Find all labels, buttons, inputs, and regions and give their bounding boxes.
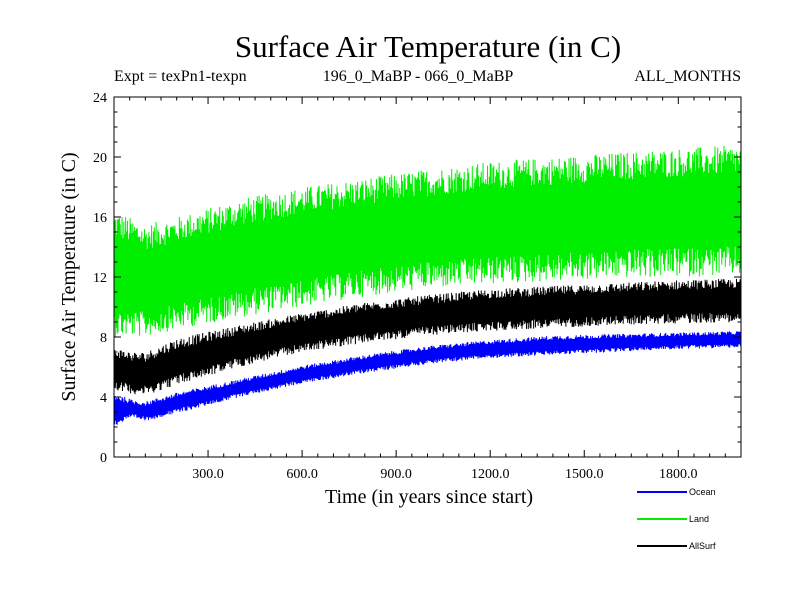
legend-label-land: Land bbox=[689, 514, 709, 524]
legend-label-allsurf: AllSurf bbox=[689, 541, 716, 551]
series-line-ocean bbox=[113, 331, 742, 425]
x-tick-label: 1800.0 bbox=[659, 467, 698, 482]
y-tick-label: 12 bbox=[93, 271, 107, 286]
x-axis-label: Time (in years since start) bbox=[325, 486, 533, 508]
series-allsurf bbox=[113, 278, 742, 395]
y-tick-label: 24 bbox=[93, 91, 107, 106]
y-tick-label: 20 bbox=[93, 151, 107, 166]
y-tick-label: 8 bbox=[100, 331, 107, 346]
legend-item-ocean: Ocean bbox=[637, 487, 716, 497]
x-tick-label: 900.0 bbox=[380, 467, 412, 482]
legend-item-allsurf: AllSurf bbox=[637, 541, 716, 551]
y-axis-label: Surface Air Temperature (in C) bbox=[58, 152, 80, 401]
y-tick-label: 16 bbox=[93, 211, 107, 226]
legend-item-land: Land bbox=[637, 514, 709, 524]
y-tick-label: 4 bbox=[100, 391, 107, 406]
legend: Ocean Land AllSurf bbox=[637, 487, 716, 551]
series-land bbox=[113, 145, 742, 337]
chart-subtitle-center: 196_0_MaBP - 066_0_MaBP bbox=[323, 68, 514, 85]
series-layer bbox=[113, 145, 742, 425]
series-line-allsurf bbox=[113, 278, 742, 395]
legend-label-ocean: Ocean bbox=[689, 487, 716, 497]
chart-subtitle-left: Expt = texPn1-texpn bbox=[114, 68, 247, 85]
axis-ticks: 300.0 600.0 900.0 1200.0 1500.0 1800.0 0 4 8 12 16… bbox=[93, 91, 742, 482]
series-ocean bbox=[113, 331, 742, 425]
series-line-land bbox=[113, 145, 742, 337]
x-tick-label: 300.0 bbox=[192, 467, 224, 482]
chart-subtitle-right: ALL_MONTHS bbox=[634, 68, 741, 85]
x-tick-label: 1500.0 bbox=[565, 467, 604, 482]
x-tick-label: 600.0 bbox=[286, 467, 318, 482]
chart-title: Surface Air Temperature (in C) bbox=[235, 29, 621, 64]
y-tick-label: 0 bbox=[100, 451, 107, 466]
x-tick-label: 1200.0 bbox=[471, 467, 510, 482]
